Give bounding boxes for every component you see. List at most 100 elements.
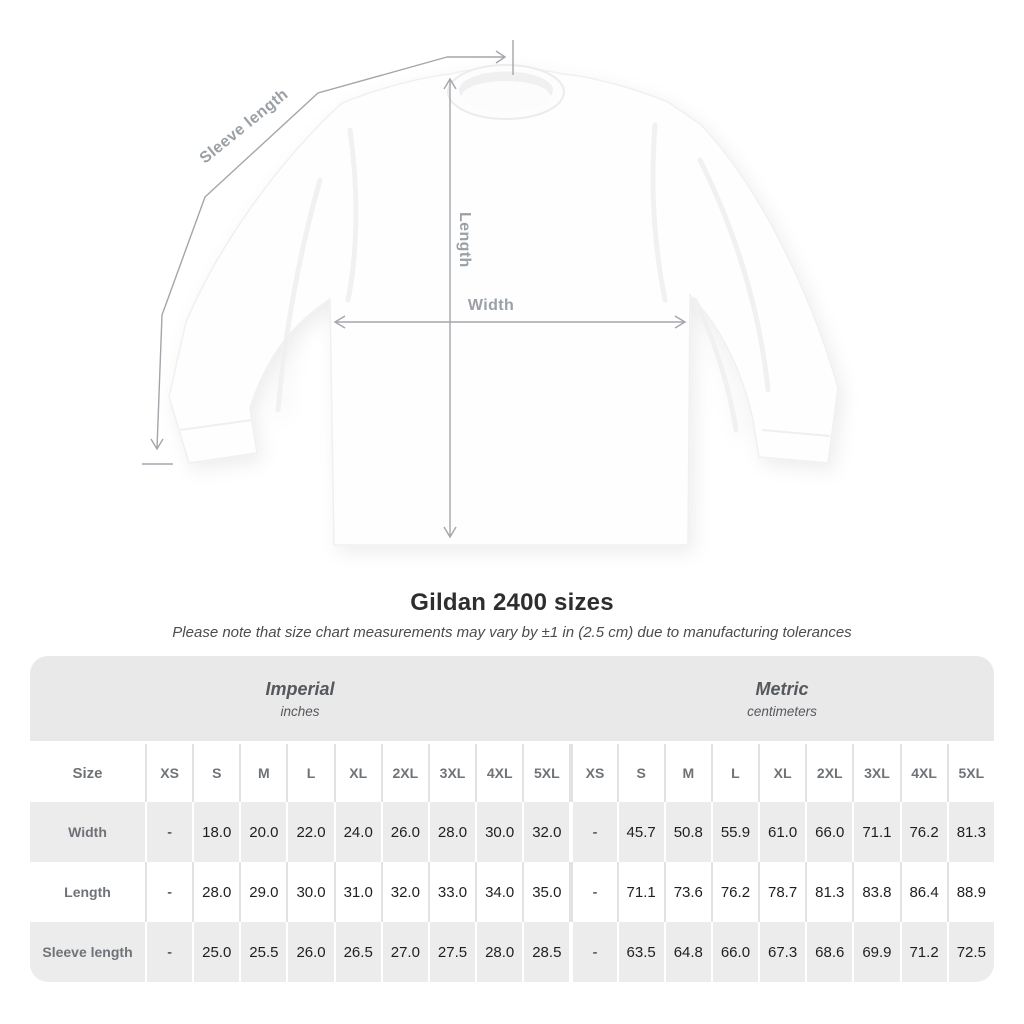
title-block: Gildan 2400 sizes Please note that size … (0, 589, 1024, 641)
size-header-metric-m: M (663, 744, 711, 802)
unit-header-band: Imperial inches Metric centimeters (30, 656, 994, 741)
value-cell-imperial: 31.0 (333, 862, 381, 922)
size-header-imperial-4xl: 4XL (475, 744, 522, 802)
size-header-metric-3xl: 3XL (852, 744, 899, 802)
shirt-illustration (168, 64, 839, 546)
value-cell-metric: 67.3 (758, 922, 805, 982)
metric-section-header: Metric centimeters (570, 656, 994, 741)
value-cell-metric: 61.0 (758, 802, 805, 862)
value-cell-imperial: 26.0 (380, 802, 428, 862)
value-cell-metric: 76.2 (710, 862, 758, 922)
value-cell-imperial: - (145, 922, 192, 982)
metric-label: Metric (755, 678, 809, 699)
value-cell-imperial: 28.0 (192, 862, 239, 922)
value-cell-metric: 72.5 (946, 922, 994, 982)
tolerance-note: Please note that size chart measurements… (172, 624, 852, 641)
value-cell-metric: 78.7 (758, 862, 805, 922)
value-cell-imperial: 32.0 (522, 802, 569, 862)
value-cell-imperial: 26.0 (286, 922, 333, 982)
imperial-section-header: Imperial inches (30, 656, 570, 741)
length-arrow (443, 77, 457, 539)
width-label: Width (468, 297, 514, 314)
value-cell-metric: 66.0 (805, 802, 852, 862)
value-cell-imperial: 20.0 (239, 802, 286, 862)
value-cell-metric: 71.1 (616, 862, 664, 922)
value-cell-imperial: 28.5 (522, 922, 569, 982)
value-cell-imperial: 28.0 (475, 922, 522, 982)
value-cell-imperial: 27.5 (427, 922, 475, 982)
size-header-metric-xs: XS (569, 744, 616, 802)
value-cell-metric: 88.9 (946, 862, 994, 922)
table-row-length: Length -28.0 29.0 30.0 31.0 32.0 33.0 34.0 35.0-… (30, 862, 994, 922)
value-cell-imperial: 30.0 (286, 862, 333, 922)
value-cell-imperial: 25.0 (192, 922, 239, 982)
value-cell-metric: - (569, 922, 616, 982)
value-cell-imperial: 29.0 (239, 862, 286, 922)
row-label: Sleeve length (42, 944, 133, 960)
value-cell-metric: 81.3 (805, 862, 852, 922)
size-header-imperial-5xl: 5XL (522, 744, 569, 802)
sleeve-length-arrow (142, 40, 514, 465)
width-arrow (333, 315, 687, 329)
value-cell-metric: 45.7 (616, 802, 664, 862)
value-cell-imperial: 24.0 (333, 802, 381, 862)
table-row-width: Width -18.0 20.0 22.0 24.0 26.0 28.0 30.0 32.0-4… (30, 802, 994, 862)
shirt-diagram-svg: Sleeve length Length Width (142, 40, 839, 546)
value-cell-metric: - (569, 802, 616, 862)
cuff-seams (179, 419, 831, 437)
size-header-imperial-3xl: 3XL (427, 744, 475, 802)
size-column-header: Size (72, 764, 103, 782)
value-cell-metric: 73.6 (663, 862, 711, 922)
row-label: Width (68, 824, 107, 840)
fabric-folds (275, 122, 771, 433)
value-cell-metric: 71.2 (899, 922, 947, 982)
value-cell-imperial: 33.0 (427, 862, 475, 922)
value-cell-metric: 64.8 (663, 922, 711, 982)
size-header-metric-5xl: 5XL (946, 744, 994, 802)
value-cell-metric: 81.3 (946, 802, 994, 862)
shirt-measurement-diagram: Sleeve length Length Width (142, 40, 839, 546)
value-cell-metric: 63.5 (616, 922, 664, 982)
value-cell-metric: 86.4 (899, 862, 947, 922)
row-label: Length (64, 884, 111, 900)
size-header-metric-xl: XL (758, 744, 805, 802)
value-cell-imperial: 28.0 (427, 802, 475, 862)
size-header-imperial-l: L (286, 744, 333, 802)
size-header-metric-l: L (710, 744, 758, 802)
value-cell-metric: 50.8 (663, 802, 711, 862)
imperial-unit: inches (280, 703, 320, 719)
value-cell-imperial: 30.0 (475, 802, 522, 862)
value-cell-metric: 83.8 (852, 862, 899, 922)
value-cell-imperial: 26.5 (333, 922, 381, 982)
value-cell-imperial: 25.5 (239, 922, 286, 982)
value-cell-imperial: - (145, 802, 192, 862)
length-label: Length (456, 212, 473, 268)
size-header-imperial-xl: XL (333, 744, 381, 802)
sleeve-length-label: Sleeve length (197, 86, 292, 167)
metric-unit: centimeters (747, 703, 817, 719)
size-table: Size XS S M L XL 2XL 3XL 4XL 5XL XS S M L XL 2XL 3XL 4XL 5… (30, 744, 994, 982)
value-cell-metric: 76.2 (899, 802, 947, 862)
value-cell-metric: - (569, 862, 616, 922)
size-header-metric-s: S (616, 744, 664, 802)
value-cell-metric: 71.1 (852, 802, 899, 862)
value-cell-imperial: 34.0 (475, 862, 522, 922)
value-cell-imperial: - (145, 862, 192, 922)
size-header-imperial-2xl: 2XL (380, 744, 428, 802)
size-header-imperial-s: S (192, 744, 239, 802)
table-row-sleeve-length: Sleeve length -25.0 25.5 26.0 26.5 27.0 27.5 28… (30, 922, 994, 982)
value-cell-imperial: 22.0 (286, 802, 333, 862)
value-cell-metric: 69.9 (852, 922, 899, 982)
value-cell-metric: 66.0 (710, 922, 758, 982)
imperial-label: Imperial (265, 678, 335, 699)
size-header-row: Size XS S M L XL 2XL 3XL 4XL 5XL XS S M L XL 2XL 3XL 4XL 5… (30, 744, 994, 802)
size-header-metric-4xl: 4XL (899, 744, 947, 802)
value-cell-imperial: 32.0 (380, 862, 428, 922)
size-header-metric-2xl: 2XL (805, 744, 852, 802)
value-cell-imperial: 18.0 (192, 802, 239, 862)
page-title: Gildan 2400 sizes (410, 589, 614, 616)
size-header-imperial-xs: XS (145, 744, 192, 802)
value-cell-imperial: 27.0 (380, 922, 428, 982)
value-cell-imperial: 35.0 (522, 862, 569, 922)
